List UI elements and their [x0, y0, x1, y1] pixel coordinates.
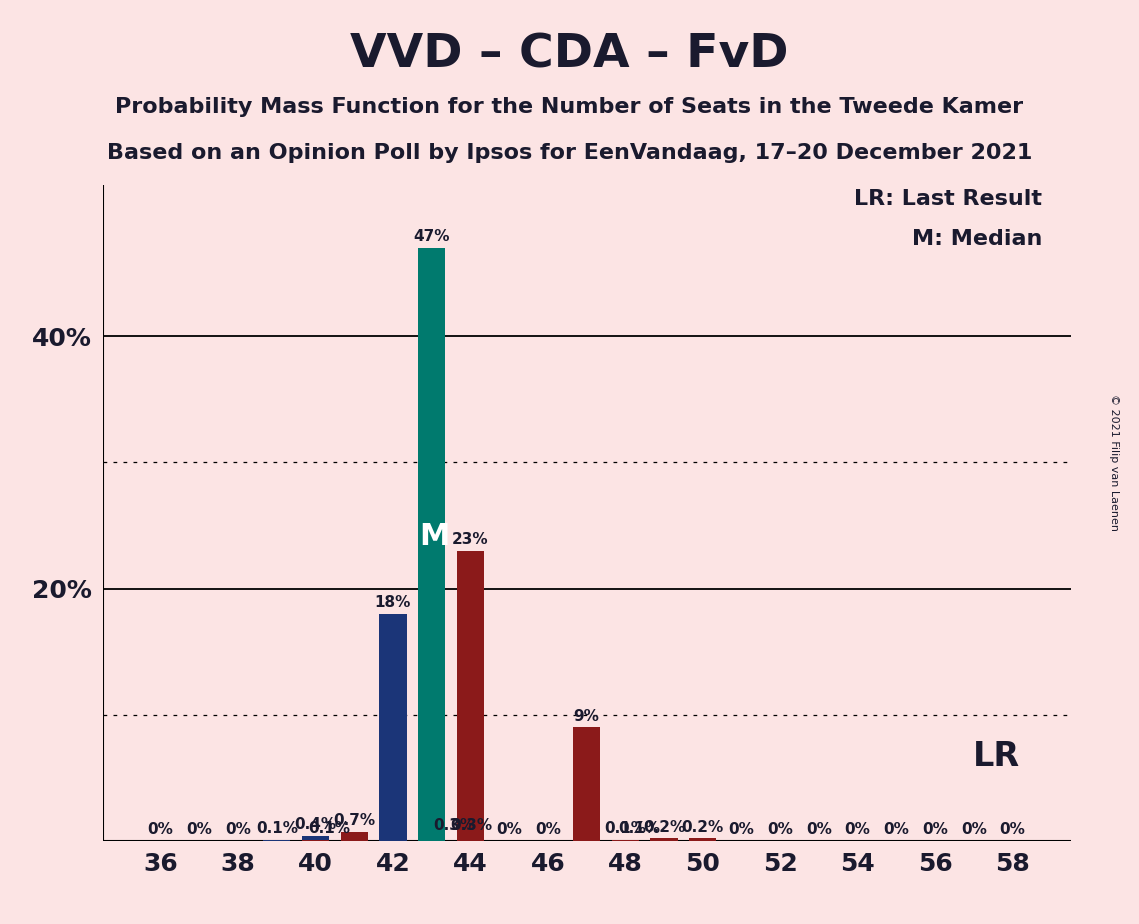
Text: M: M — [419, 522, 450, 551]
Bar — [302, 840, 329, 841]
Bar — [457, 837, 484, 841]
Text: 0%: 0% — [497, 822, 522, 837]
Text: LR: LR — [973, 740, 1021, 772]
Text: Probability Mass Function for the Number of Seats in the Tweede Kamer: Probability Mass Function for the Number… — [115, 97, 1024, 117]
Text: 0%: 0% — [845, 822, 870, 837]
Text: 0.2%: 0.2% — [681, 820, 724, 834]
Text: 0.2%: 0.2% — [642, 820, 686, 834]
Text: 0.3%: 0.3% — [451, 819, 493, 833]
Bar — [573, 727, 600, 841]
Text: 0.1%: 0.1% — [308, 821, 350, 836]
Bar — [650, 838, 678, 841]
Bar — [418, 248, 445, 841]
Bar — [612, 840, 639, 841]
Text: 0%: 0% — [961, 822, 986, 837]
Text: 0%: 0% — [884, 822, 909, 837]
Bar — [302, 836, 329, 841]
Bar — [457, 551, 484, 841]
Text: VVD – CDA – FvD: VVD – CDA – FvD — [351, 32, 788, 78]
Text: 0%: 0% — [187, 822, 212, 837]
Bar — [612, 840, 639, 841]
Text: Based on an Opinion Poll by Ipsos for EenVandaag, 17–20 December 2021: Based on an Opinion Poll by Ipsos for Ee… — [107, 143, 1032, 164]
Text: 0%: 0% — [1000, 822, 1025, 837]
Text: 0%: 0% — [923, 822, 948, 837]
Text: 0.1%: 0.1% — [617, 821, 659, 836]
Text: 0.1%: 0.1% — [256, 821, 297, 836]
Text: 47%: 47% — [413, 229, 450, 244]
Text: 0.4%: 0.4% — [295, 817, 336, 832]
Text: 0%: 0% — [806, 822, 831, 837]
Bar — [341, 832, 368, 841]
Text: 0%: 0% — [148, 822, 173, 837]
Text: 0.3%: 0.3% — [433, 819, 475, 833]
Text: 0%: 0% — [226, 822, 251, 837]
Text: 23%: 23% — [452, 532, 489, 547]
Text: 0%: 0% — [535, 822, 560, 837]
Text: 0.1%: 0.1% — [605, 821, 646, 836]
Text: © 2021 Filip van Laenen: © 2021 Filip van Laenen — [1109, 394, 1118, 530]
Bar — [263, 840, 290, 841]
Text: 0.7%: 0.7% — [334, 813, 375, 828]
Bar — [457, 837, 484, 841]
Text: 9%: 9% — [574, 709, 599, 723]
Text: 0%: 0% — [768, 822, 793, 837]
Text: LR: Last Result: LR: Last Result — [854, 189, 1042, 210]
Bar — [689, 838, 716, 841]
Bar — [379, 614, 407, 841]
Text: 18%: 18% — [375, 595, 411, 610]
Text: 0%: 0% — [729, 822, 754, 837]
Text: M: Median: M: Median — [912, 229, 1042, 249]
